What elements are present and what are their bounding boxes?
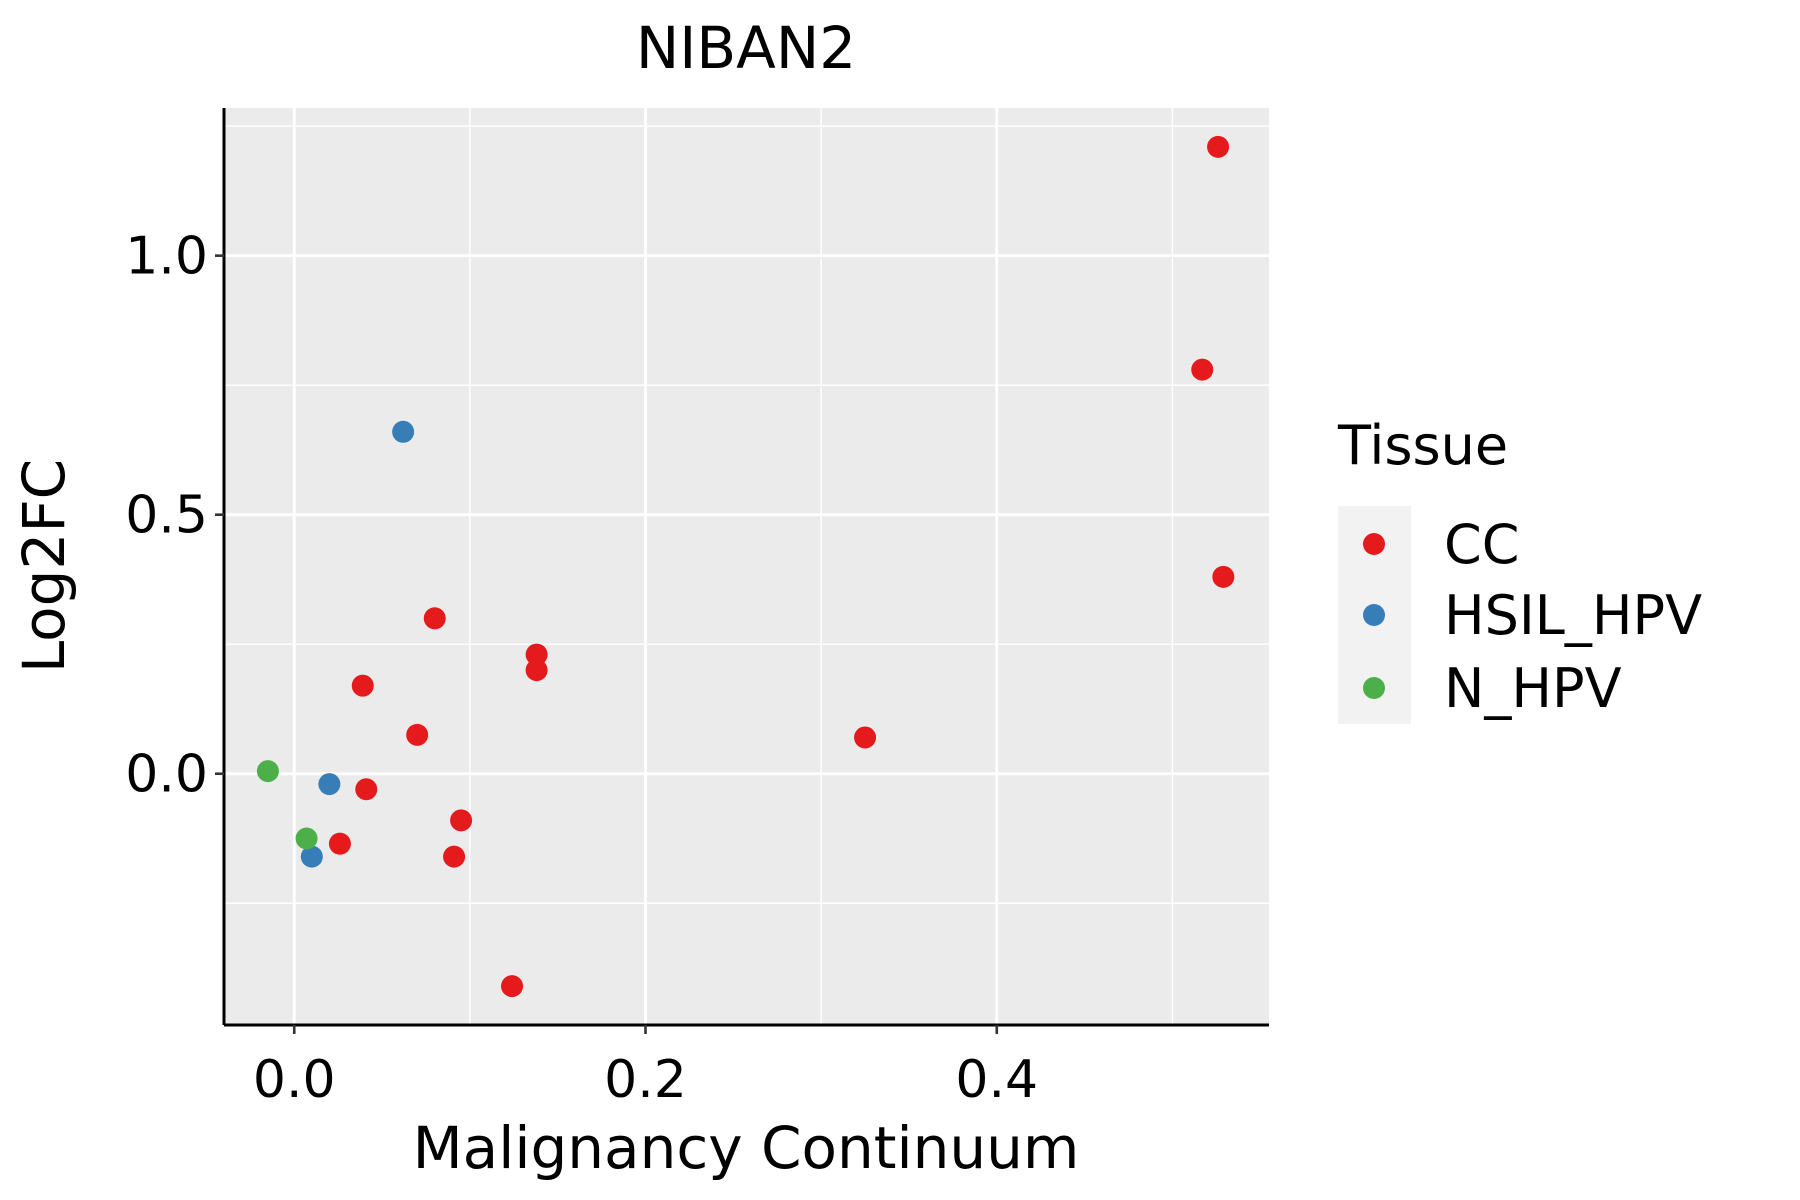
data-point-cc — [406, 723, 429, 746]
y-tick-label: 0.0 — [125, 745, 208, 805]
data-point-cc — [854, 726, 877, 749]
data-point-n-hpv — [295, 827, 318, 850]
data-point-hsil-hpv — [300, 845, 323, 868]
data-point-cc — [1212, 565, 1235, 588]
legend-key-cc — [1363, 533, 1385, 555]
data-point-cc — [355, 778, 378, 801]
y-tick-label: 0.5 — [125, 486, 208, 546]
data-point-cc — [501, 975, 524, 998]
legend-label-cc: CC — [1444, 513, 1519, 576]
legend-label-hsil-hpv: HSIL_HPV — [1444, 584, 1702, 647]
y-tick-label: 1.0 — [125, 227, 208, 287]
y-axis-ticks: 0.0 0.5 1.0 — [125, 227, 224, 805]
legend-title: Tissue — [1337, 414, 1508, 477]
x-tick-label: 0.0 — [253, 1050, 336, 1110]
legend-label-n-hpv: N_HPV — [1444, 657, 1622, 720]
data-point-n-hpv — [256, 760, 279, 783]
y-axis-title: Log2FC — [10, 459, 78, 673]
data-point-cc — [443, 845, 466, 868]
data-point-cc — [525, 643, 548, 666]
data-point-cc — [423, 607, 446, 630]
data-point-hsil-hpv — [318, 773, 341, 796]
data-point-cc — [1207, 135, 1230, 158]
plot-panel — [224, 108, 1269, 1025]
data-point-cc — [328, 832, 351, 855]
legend: Tissue CC HSIL_HPV N_HPV — [1337, 414, 1702, 724]
legend-key-n-hpv — [1363, 677, 1385, 699]
x-axis-ticks: 0.0 0.2 0.4 — [253, 1025, 1038, 1110]
data-point-cc — [525, 659, 548, 682]
data-point-cc — [1191, 358, 1214, 381]
legend-key-hsil-hpv — [1363, 604, 1385, 626]
x-axis-title: Malignancy Continuum — [413, 1114, 1080, 1182]
grid-lines — [224, 108, 1269, 1025]
x-tick-label: 0.4 — [955, 1050, 1038, 1110]
data-point-hsil-hpv — [392, 420, 415, 443]
data-point-cc — [351, 674, 374, 697]
x-tick-label: 0.2 — [604, 1050, 687, 1110]
data-point-cc — [450, 809, 473, 832]
chart-title: NIBAN2 — [636, 14, 856, 82]
data-points — [256, 135, 1235, 998]
